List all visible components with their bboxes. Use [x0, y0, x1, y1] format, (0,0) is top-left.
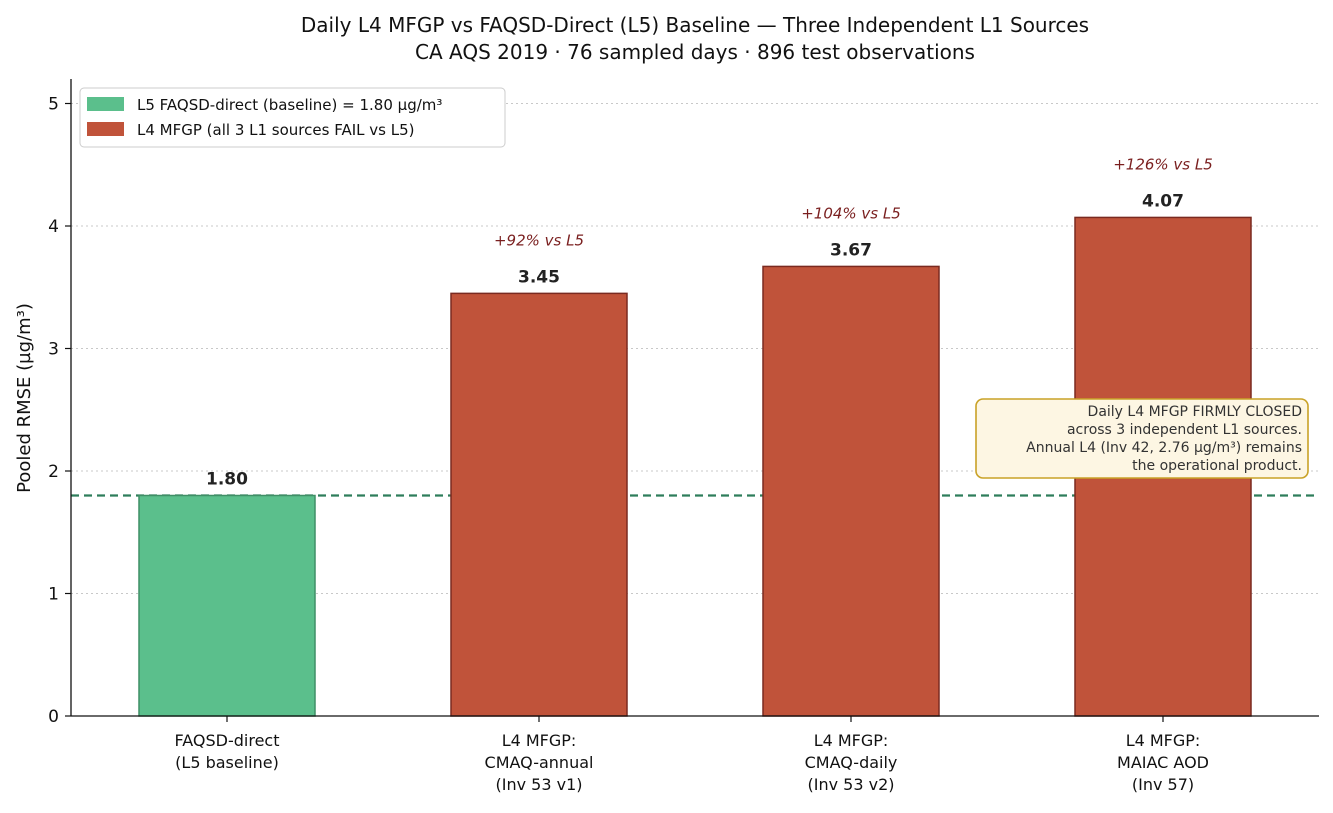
x-tick-label: (L5 baseline) — [175, 753, 279, 772]
bar — [450, 292, 628, 717]
y-tick-label: 2 — [48, 462, 59, 482]
bar — [138, 494, 316, 717]
x-tick-label: L4 MFGP: — [502, 731, 577, 750]
annotation-line: across 3 independent L1 sources. — [1067, 422, 1302, 438]
bar-pct-label: +92% vs L5 — [494, 231, 584, 249]
y-tick-label: 3 — [48, 340, 59, 360]
x-tick-label: (Inv 53 v2) — [808, 775, 895, 794]
legend-label: L4 MFGP (all 3 L1 sources FAIL vs L5) — [137, 121, 414, 139]
chart-subtitle: CA AQS 2019 · 76 sampled days · 896 test… — [415, 40, 975, 64]
y-tick-label: 1 — [48, 585, 59, 605]
bar-pct-label: +104% vs L5 — [801, 204, 901, 222]
bar-value-label: 3.45 — [518, 267, 560, 287]
y-tick-label: 4 — [48, 217, 59, 237]
x-tick-label: (Inv 53 v1) — [496, 775, 583, 794]
x-tick-label: MAIAC AOD — [1117, 753, 1209, 772]
annotation-line: Daily L4 MFGP FIRMLY CLOSED — [1088, 404, 1302, 420]
x-tick-label: L4 MFGP: — [1126, 731, 1201, 750]
y-tick-label: 5 — [48, 95, 59, 115]
x-tick-label: FAQSD-direct — [175, 731, 280, 750]
bar — [762, 265, 940, 717]
y-tick-label: 0 — [48, 707, 59, 727]
annotation-frame — [975, 398, 1309, 479]
y-axis-label: Pooled RMSE (µg/m³) — [14, 303, 35, 493]
x-tick-label: CMAQ-annual — [485, 753, 594, 772]
legend: L5 FAQSD-direct (baseline) = 1.80 µg/m³ L… — [79, 87, 506, 148]
bar-value-label: 3.67 — [830, 240, 872, 260]
annotation-line: Annual L4 (Inv 42, 2.76 µg/m³) remains — [1026, 440, 1302, 456]
annotation-line: the operational product. — [1132, 458, 1302, 474]
legend-swatch — [87, 122, 124, 136]
axes: 0 1 2 3 4 5 FAQSD-direct (L5 baseline) L4 MFGP: C… — [48, 79, 1319, 794]
x-tick-label: L4 MFGP: — [814, 731, 889, 750]
legend-box — [79, 87, 506, 148]
annotation-box: Daily L4 MFGP FIRMLY CLOSED across 3 inde… — [975, 398, 1309, 479]
legend-label: L5 FAQSD-direct (baseline) = 1.80 µg/m³ — [137, 96, 442, 114]
x-tick-label: (Inv 57) — [1132, 775, 1194, 794]
chart-title: Daily L4 MFGP vs FAQSD-Direct (L5) Basel… — [301, 13, 1089, 37]
bar-value-label: 1.80 — [206, 470, 248, 490]
bar-pct-label: +126% vs L5 — [1113, 155, 1213, 173]
bar-value-label: 4.07 — [1142, 191, 1184, 211]
bar-labels: 1.80 3.45 +92% vs L5 3.67 +104% vs L5 4.07 +12… — [206, 155, 1213, 489]
x-tick-label: CMAQ-daily — [805, 753, 898, 772]
legend-swatch — [87, 97, 124, 111]
